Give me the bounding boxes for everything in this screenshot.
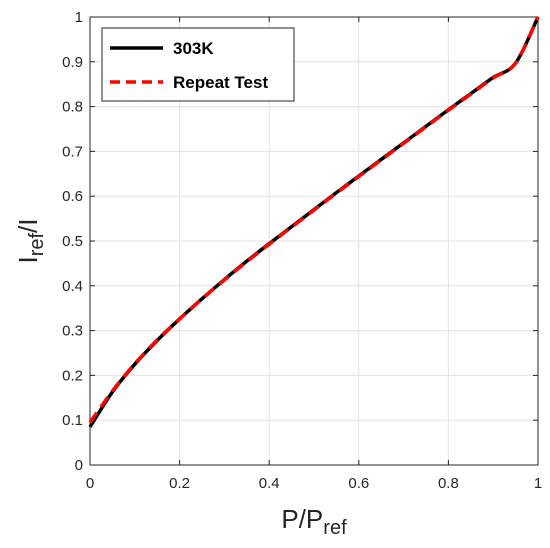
x-axis-label-sub: ref bbox=[323, 517, 347, 539]
y-tick-label: 0.2 bbox=[62, 367, 83, 384]
y-axis-label-sub: ref bbox=[26, 232, 48, 256]
y-axis-label-tail: /I bbox=[13, 218, 43, 232]
y-tick-label: 1 bbox=[75, 9, 83, 26]
y-tick-label: 0.5 bbox=[62, 233, 83, 250]
x-tick-label: 0.2 bbox=[169, 475, 190, 492]
y-tick-label: 0.7 bbox=[62, 143, 83, 160]
y-tick-label: 0.9 bbox=[62, 54, 83, 71]
x-tick-label: 0 bbox=[86, 475, 94, 492]
legend-label-303k: 303K bbox=[173, 39, 214, 58]
x-axis-label: P/Pref bbox=[281, 504, 347, 539]
x-tick-label: 0.6 bbox=[348, 475, 369, 492]
x-tick-label: 0.8 bbox=[438, 475, 459, 492]
legend-box bbox=[101, 27, 295, 102]
y-tick-label: 0.6 bbox=[62, 188, 83, 205]
y-tick-label: 0.8 bbox=[62, 99, 83, 116]
legend-label-repeat-test: Repeat Test bbox=[173, 73, 268, 92]
x-tick-label: 0.4 bbox=[259, 475, 280, 492]
y-axis-label-main: I bbox=[13, 256, 43, 263]
y-tick-label: 0.4 bbox=[62, 278, 83, 295]
y-axis-label: Iref/I bbox=[13, 218, 48, 263]
x-axis-label-main: P/P bbox=[281, 504, 323, 534]
y-tick-label: 0.1 bbox=[62, 412, 83, 429]
series-group bbox=[88, 16, 540, 428]
y-tick-label: 0.3 bbox=[62, 323, 83, 340]
series-line-repeat-test bbox=[88, 16, 540, 424]
x-tick-label: 1 bbox=[534, 475, 542, 492]
y-tick-label: 0 bbox=[75, 457, 83, 474]
ticks: 0 0.2 0.4 0.6 0.8 1 0 0.1 0.2 0.3 0.4 0.5 0.6 0.7 0.8 0… bbox=[62, 9, 542, 492]
legend: 303K Repeat Test bbox=[101, 27, 295, 102]
